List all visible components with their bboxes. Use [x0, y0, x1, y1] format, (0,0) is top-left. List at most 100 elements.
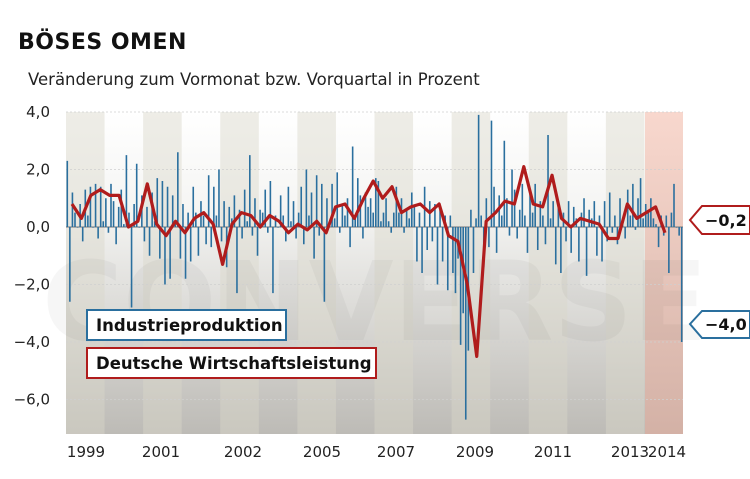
- bar-industrieproduktion: [596, 227, 598, 256]
- bar-industrieproduktion: [308, 215, 310, 227]
- bar-industrieproduktion: [408, 218, 411, 227]
- bar-industrieproduktion: [359, 195, 362, 227]
- year-stripe: [66, 112, 105, 434]
- bar-industrieproduktion: [637, 198, 639, 227]
- bar-industrieproduktion: [382, 212, 385, 227]
- bar-industrieproduktion: [171, 195, 174, 227]
- bar-industrieproduktion: [634, 227, 637, 230]
- bar-industrieproduktion: [439, 209, 441, 227]
- x-tick-label: 2013: [611, 443, 649, 461]
- bar-industrieproduktion: [313, 227, 315, 259]
- x-tick-label: 2002: [224, 443, 262, 461]
- bar-industrieproduktion: [642, 218, 644, 227]
- bar-industrieproduktion: [557, 204, 560, 227]
- bar-industrieproduktion: [207, 175, 210, 227]
- bar-industrieproduktion: [102, 221, 105, 227]
- bar-industrieproduktion: [552, 201, 554, 227]
- bar-industrieproduktion: [374, 178, 377, 227]
- bar-industrieproduktion: [251, 227, 254, 236]
- bar-industrieproduktion: [159, 227, 161, 259]
- bar-industrieproduktion: [536, 227, 539, 250]
- bar-industrieproduktion: [318, 227, 321, 236]
- bar-industrieproduktion: [511, 169, 513, 227]
- bar-industrieproduktion: [187, 212, 189, 227]
- bar-industrieproduktion: [652, 218, 655, 227]
- bar-industrieproduktion: [678, 227, 680, 236]
- x-tick-label: 2001: [142, 443, 180, 461]
- bar-industrieproduktion: [449, 215, 452, 227]
- bar-industrieproduktion: [269, 181, 272, 227]
- bar-industrieproduktion: [197, 227, 200, 256]
- bar-industrieproduktion: [632, 183, 634, 227]
- bar-industrieproduktion: [526, 227, 529, 253]
- bar-industrieproduktion: [498, 195, 500, 227]
- bar-industrieproduktion: [285, 227, 287, 242]
- bar-industrieproduktion: [639, 178, 642, 227]
- bar-industrieproduktion: [657, 227, 660, 248]
- bar-industrieproduktion: [272, 227, 274, 294]
- bar-industrieproduktion: [279, 195, 282, 227]
- year-stripe: [143, 112, 182, 434]
- bar-industrieproduktion: [390, 227, 393, 233]
- bar-industrieproduktion: [490, 120, 493, 227]
- bar-industrieproduktion: [161, 181, 164, 227]
- bar-industrieproduktion: [567, 201, 570, 227]
- year-stripe: [220, 112, 259, 434]
- bar-industrieproduktion: [619, 198, 621, 227]
- bar-industrieproduktion: [508, 227, 511, 236]
- bar-industrieproduktion: [539, 201, 542, 227]
- bar-industrieproduktion: [446, 227, 449, 291]
- y-tick-label: 2,0: [26, 161, 50, 179]
- bar-industrieproduktion: [452, 227, 454, 273]
- y-tick-label: −6,0: [14, 391, 50, 409]
- bar-industrieproduktion: [290, 221, 292, 227]
- bar-industrieproduktion: [76, 227, 79, 228]
- bar-industrieproduktion: [454, 227, 457, 294]
- bar-industrieproduktion: [146, 206, 148, 227]
- x-tick-label: 2011: [534, 443, 572, 461]
- bar-industrieproduktion: [513, 189, 516, 227]
- bar-industrieproduktion: [164, 227, 166, 285]
- bar-industrieproduktion: [503, 140, 506, 227]
- bar-industrieproduktion: [215, 215, 218, 227]
- bar-industrieproduktion: [344, 215, 346, 227]
- bar-industrieproduktion: [148, 227, 151, 256]
- x-tick-label: 2005: [303, 443, 341, 461]
- grid-lines: [66, 111, 683, 400]
- bar-industrieproduktion: [169, 227, 171, 279]
- bar-industrieproduktion: [246, 221, 249, 227]
- x-tick-label: 2014: [648, 443, 686, 461]
- bar-industrieproduktion: [354, 218, 357, 227]
- bar-industrieproduktion: [436, 227, 439, 285]
- y-tick-label: 0,0: [26, 218, 50, 236]
- bar-industrieproduktion: [629, 215, 632, 227]
- bar-industrieproduktion: [189, 227, 192, 262]
- bar-industrieproduktion: [650, 198, 652, 227]
- bar-industrieproduktion: [480, 215, 482, 227]
- bar-industrieproduktion: [66, 160, 69, 227]
- bar-industrieproduktion: [668, 227, 670, 273]
- bar-industrieproduktion: [238, 209, 241, 227]
- bar-industrieproduktion: [336, 172, 339, 227]
- bar-industrieproduktion: [459, 227, 462, 345]
- bar-industrieproduktion: [297, 212, 300, 227]
- x-tick-label: 2007: [377, 443, 415, 461]
- bar-industrieproduktion: [315, 175, 318, 227]
- bar-industrieproduktion: [292, 201, 295, 227]
- bar-industrieproduktion: [341, 204, 344, 227]
- bar-industrieproduktion: [426, 227, 428, 250]
- bar-industrieproduktion: [377, 181, 380, 227]
- bar-industrieproduktion: [493, 186, 495, 227]
- callout-gdp-box: [688, 205, 750, 235]
- bar-industrieproduktion: [94, 183, 97, 227]
- bar-industrieproduktion: [385, 198, 387, 227]
- bar-industrieproduktion: [572, 206, 575, 227]
- bar-industrieproduktion: [601, 227, 603, 262]
- bar-industrieproduktion: [529, 192, 531, 227]
- bar-industrieproduktion: [362, 227, 364, 239]
- bar-industrieproduktion: [71, 192, 74, 227]
- bar-industrieproduktion: [472, 227, 475, 273]
- bar-industrieproduktion: [542, 215, 544, 227]
